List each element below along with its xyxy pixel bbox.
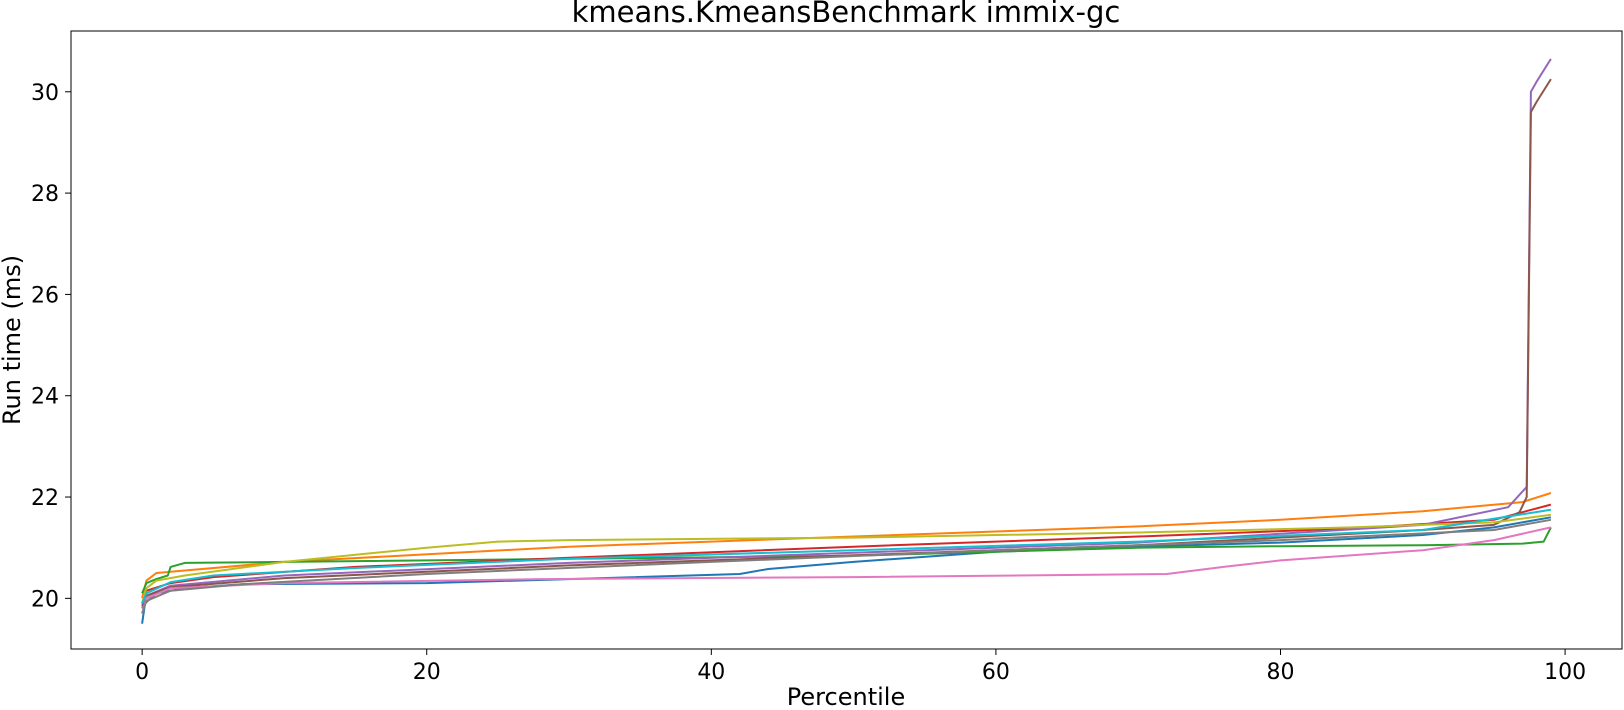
y-tick-label: 30 <box>31 81 59 106</box>
x-axis: 0 20 40 60 80 100 <box>135 649 1586 685</box>
y-tick-label: 20 <box>31 587 59 612</box>
x-tick-label: 20 <box>413 660 441 685</box>
x-tick-label: 100 <box>1544 660 1586 685</box>
y-axis: 20 22 24 26 28 30 <box>31 81 71 612</box>
series-line-10 <box>141 508 1552 604</box>
y-axis-label: Run time (ms) <box>0 255 26 425</box>
x-tick-label: 80 <box>1266 660 1294 685</box>
y-tick-label: 28 <box>31 182 59 207</box>
series-line-7 <box>141 526 1552 614</box>
x-axis-label: Percentile <box>787 683 905 710</box>
x-tick-label: 0 <box>135 660 149 685</box>
y-tick-label: 24 <box>31 385 59 410</box>
chart-title: kmeans.KmeansBenchmark immix-gc <box>572 0 1121 29</box>
y-tick-label: 26 <box>31 283 59 308</box>
series-line-9 <box>141 513 1552 604</box>
x-tick-label: 40 <box>697 660 725 685</box>
series-line-8 <box>141 518 1552 614</box>
series-line-6 <box>141 78 1552 607</box>
x-tick-label: 60 <box>982 660 1010 685</box>
series-line-2 <box>141 492 1552 599</box>
series-layer <box>141 58 1552 624</box>
y-tick-label: 22 <box>31 486 59 511</box>
